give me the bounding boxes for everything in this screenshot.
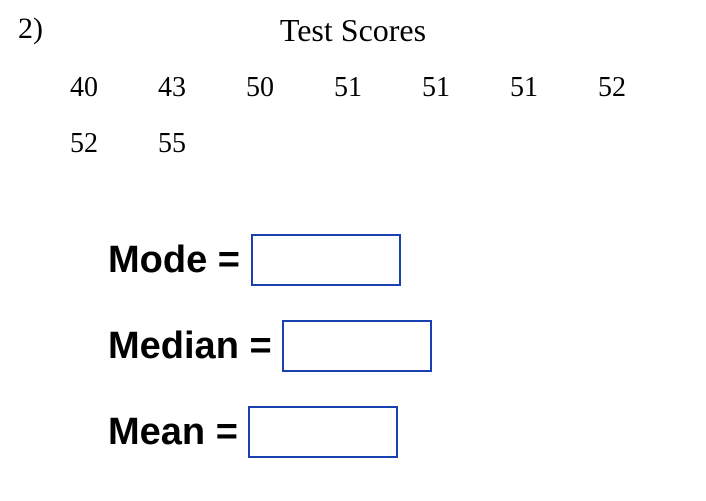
mode-label: Mode = xyxy=(108,239,251,282)
question-title: Test Scores xyxy=(0,12,706,49)
mode-row: Mode = xyxy=(108,232,432,288)
mode-input[interactable] xyxy=(251,234,401,286)
data-value: 40 xyxy=(70,72,158,104)
data-values-grid: 404350515151525255 xyxy=(70,72,686,160)
data-value: 52 xyxy=(598,72,686,104)
median-input[interactable] xyxy=(282,320,432,372)
worksheet-page: 2) Test Scores 404350515151525255 Mode =… xyxy=(0,0,706,501)
data-value: 51 xyxy=(422,72,510,104)
data-value: 51 xyxy=(334,72,422,104)
data-value: 43 xyxy=(158,72,246,104)
data-value: 50 xyxy=(246,72,334,104)
mean-row: Mean = xyxy=(108,404,432,460)
data-value: 52 xyxy=(70,128,158,160)
mean-input[interactable] xyxy=(248,406,398,458)
data-value: 51 xyxy=(510,72,598,104)
data-value: 55 xyxy=(158,128,246,160)
median-row: Median = xyxy=(108,318,432,374)
median-label: Median = xyxy=(108,325,282,368)
mean-label: Mean = xyxy=(108,411,248,454)
answers-section: Mode = Median = Mean = xyxy=(108,232,432,490)
